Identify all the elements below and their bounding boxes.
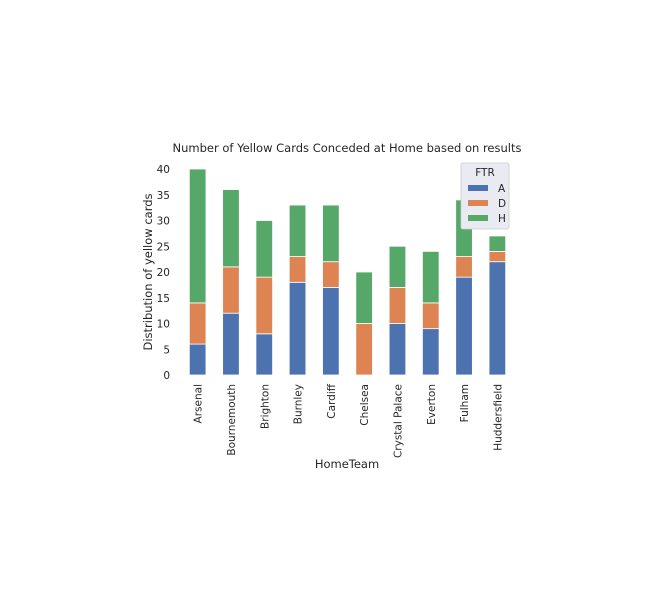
x-tick-label: Huddersfield xyxy=(492,384,504,451)
y-axis-ticks: 0 5 10 15 20 25 30 35 40 xyxy=(157,164,170,382)
bar-a-burnley xyxy=(288,281,307,376)
y-tick-label: 20 xyxy=(157,267,170,279)
legend-swatch-h xyxy=(468,215,488,221)
bar-h-crystal-palace xyxy=(388,245,407,288)
legend: FTR ADH xyxy=(460,162,510,230)
legend-label-d: D xyxy=(498,198,506,210)
legend-items: ADH xyxy=(468,183,506,225)
bar-a-brighton xyxy=(255,333,273,376)
bar-d-fulham xyxy=(455,256,473,278)
x-tick-label: Chelsea xyxy=(359,384,371,426)
y-tick-label: 5 xyxy=(163,344,170,356)
y-tick-label: 25 xyxy=(157,241,170,253)
bar-a-huddersfield xyxy=(488,261,507,376)
bar-h-chelsea xyxy=(355,271,373,324)
x-axis-ticks: Arsenal Bournemouth Brighton Burnley Cardiff… xyxy=(193,383,505,458)
x-tick-label: Burnley xyxy=(293,384,305,424)
y-tick-label: 40 xyxy=(157,164,170,176)
x-tick-label: Bournemouth xyxy=(226,384,238,456)
bar-d-chelsea xyxy=(355,323,373,376)
y-tick-label: 10 xyxy=(157,319,170,331)
legend-swatch-a xyxy=(468,185,488,191)
bar-a-crystal-palace xyxy=(388,323,407,376)
bars-layer xyxy=(188,168,507,376)
x-tick-label: Crystal Palace xyxy=(392,384,404,458)
y-tick-label: 15 xyxy=(157,293,170,305)
bar-d-burnley xyxy=(288,256,307,283)
y-axis-label: Distribution of yellow cards xyxy=(141,193,155,350)
bar-d-bournemouth xyxy=(222,266,240,314)
bar-h-everton xyxy=(422,250,440,304)
bar-h-bournemouth xyxy=(222,189,240,268)
x-axis-label: HomeTeam xyxy=(315,457,379,471)
bar-h-burnley xyxy=(288,204,307,257)
y-tick-label: 0 xyxy=(163,370,170,382)
y-tick-label: 30 xyxy=(157,216,170,228)
bar-h-brighton xyxy=(255,220,273,278)
y-tick-label: 35 xyxy=(157,190,170,202)
bar-d-crystal-palace xyxy=(388,287,407,324)
bar-a-everton xyxy=(422,328,440,376)
x-tick-label: Arsenal xyxy=(193,384,205,423)
bar-d-brighton xyxy=(255,276,273,335)
chart-title: Number of Yellow Cards Conceded at Home … xyxy=(173,141,522,155)
bar-a-bournemouth xyxy=(222,312,240,376)
bar-h-huddersfield xyxy=(488,235,507,252)
bar-d-cardiff xyxy=(322,261,340,288)
legend-swatch-d xyxy=(468,200,488,206)
legend-frame xyxy=(460,162,510,230)
bar-a-cardiff xyxy=(322,287,340,376)
legend-label-h: H xyxy=(498,213,506,225)
bar-d-everton xyxy=(422,302,440,330)
legend-title: FTR xyxy=(475,167,495,179)
legend-label-a: A xyxy=(498,183,506,195)
x-tick-label: Cardiff xyxy=(326,383,338,418)
x-tick-label: Fulham xyxy=(459,384,471,422)
x-tick-label: Brighton xyxy=(259,384,271,429)
bar-h-arsenal xyxy=(188,168,207,304)
bar-a-arsenal xyxy=(188,343,207,376)
bar-d-arsenal xyxy=(188,302,207,345)
bar-a-fulham xyxy=(455,276,473,376)
bar-h-cardiff xyxy=(322,204,340,263)
bar-d-huddersfield xyxy=(488,250,507,263)
x-tick-label: Everton xyxy=(426,384,438,425)
